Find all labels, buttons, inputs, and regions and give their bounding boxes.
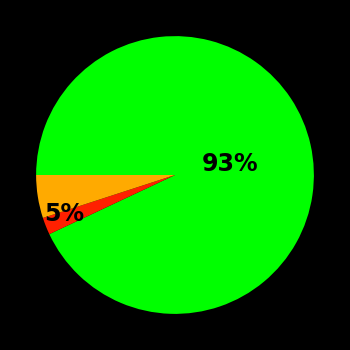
Text: 93%: 93% [202,152,259,176]
Wedge shape [43,175,175,234]
Wedge shape [36,36,314,314]
Wedge shape [36,175,175,218]
Text: 5%: 5% [44,202,84,226]
